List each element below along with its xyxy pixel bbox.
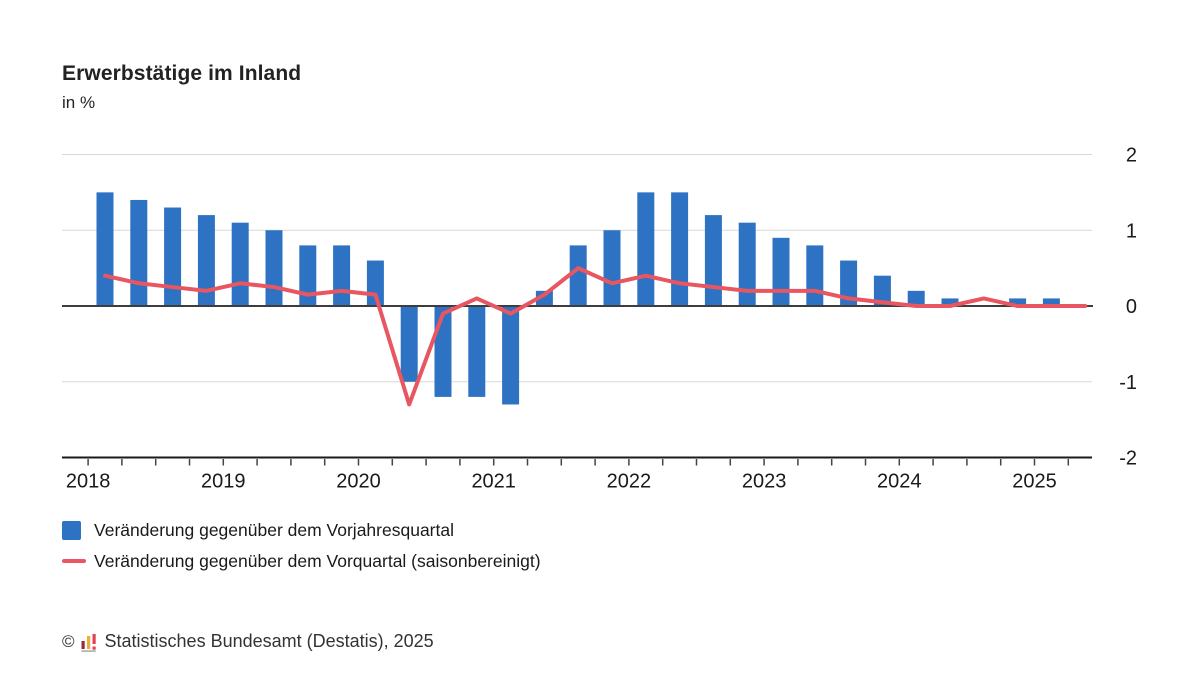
- legend-item-bar-series: Veränderung gegenüber dem Vorjahresquart…: [62, 518, 541, 542]
- svg-text:2024: 2024: [877, 471, 922, 493]
- svg-text:1: 1: [1126, 220, 1137, 242]
- svg-text:2021: 2021: [471, 471, 516, 493]
- source-note: © Statistisches Bundesamt (Destatis), 20…: [62, 631, 434, 652]
- svg-text:2: 2: [1126, 145, 1137, 167]
- bar-series-swatch-icon: [62, 520, 81, 540]
- svg-text:0: 0: [1126, 296, 1137, 318]
- svg-text:2022: 2022: [607, 471, 652, 493]
- svg-text:2019: 2019: [201, 471, 246, 493]
- copyright-symbol: ©: [62, 631, 75, 651]
- svg-text:2018: 2018: [66, 471, 111, 493]
- svg-text:2020: 2020: [336, 471, 381, 493]
- svg-text:2025: 2025: [1012, 471, 1057, 493]
- page-title: Erwerbstätige im Inland: [62, 62, 302, 85]
- svg-text:-2: -2: [1119, 448, 1137, 470]
- destatis-logo-icon: [81, 634, 96, 652]
- line-series-swatch-icon: [62, 559, 86, 563]
- combo-chart-canvas: 2018 2019 2020 2021 2022 2023 2024 2025 2 1 0 -1 -2: [62, 145, 1137, 493]
- legend: Veränderung gegenüber dem Vorjahresquart…: [62, 518, 541, 573]
- svg-text:2023: 2023: [742, 471, 787, 493]
- source-text: Statistisches Bundesamt (Destatis), 2025: [104, 631, 434, 651]
- svg-text:-1: -1: [1119, 372, 1137, 394]
- legend-label-bar-series: Veränderung gegenüber dem Vorjahresquart…: [94, 519, 454, 540]
- unit-label: in %: [62, 93, 96, 112]
- legend-label-line-series: Veränderung gegenüber dem Vorquartal (sa…: [94, 550, 541, 571]
- legend-item-line-series: Veränderung gegenüber dem Vorquartal (sa…: [62, 549, 541, 573]
